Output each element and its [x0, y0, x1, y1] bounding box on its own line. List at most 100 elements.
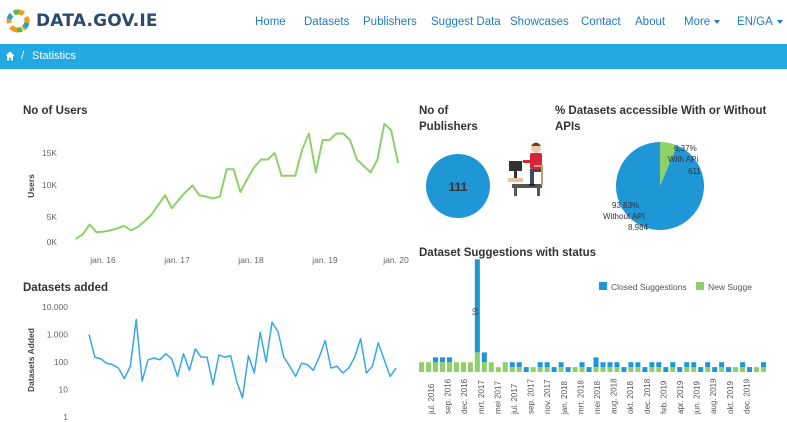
users-data-point [280, 174, 283, 177]
nav-home[interactable]: Home [255, 16, 286, 28]
users-x-tick-label: jan. 19 [311, 255, 338, 265]
datasets-added-y-tick-label: 1.000 [47, 330, 69, 340]
legend-swatch-closed [599, 282, 607, 290]
suggestions-bar-closed [684, 362, 690, 368]
suggestions-bar-new [607, 367, 613, 372]
users-data-point [164, 194, 166, 197]
users-data-point [116, 227, 118, 230]
users-data-point [356, 158, 358, 161]
suggestions-bar-annotation: 19 [470, 308, 479, 316]
suggestions-bar-closed [670, 362, 676, 368]
nav-more-dropdown[interactable]: More [684, 16, 721, 28]
suggestions-bar-closed [698, 367, 704, 372]
datasets-added-y-tick-label: 10.000 [42, 302, 68, 312]
site-name: DATA.GOV.IE [36, 11, 158, 31]
suggestions-x-tick-label: mrt. 2017 [477, 380, 486, 414]
breadcrumb-current: Statistics [32, 50, 77, 62]
datasets-added-y-tick-label: 100 [54, 357, 68, 367]
datasets-added-y-tick-label: 10 [59, 385, 69, 395]
nav-showcases[interactable]: Showcases [510, 16, 569, 28]
suggestions-bar-closed [432, 357, 438, 363]
users-data-point [177, 199, 180, 201]
apis-title-line2: APIs [555, 121, 581, 133]
suggestions-bar-new [460, 362, 466, 372]
suggestions-bar-new [635, 367, 641, 372]
suggestions-bar-closed [719, 362, 725, 368]
suggestions-panel-title: Dataset Suggestions with status [419, 247, 597, 259]
users-data-point [75, 238, 77, 240]
users-data-point [191, 184, 194, 187]
site-logo[interactable]: DATA.GOV.IE [6, 9, 158, 33]
publishers-kpi: 111 [426, 154, 490, 218]
suggestions-bar-closed [586, 367, 592, 372]
users-data-point [335, 132, 338, 135]
users-y-tick-label: 15K [42, 148, 57, 158]
users-data-point [205, 195, 207, 198]
publishers-title-line2: Publishers [419, 121, 478, 133]
suggestions-bar-new [628, 367, 634, 372]
person-at-desk-illustration [508, 142, 543, 196]
suggestions-bar-new [733, 367, 739, 372]
users-data-point [314, 171, 317, 174]
users-data-point [184, 191, 187, 193]
suggestions-bar-new [502, 362, 508, 372]
users-data-point [171, 207, 173, 210]
users-y-tick-label: 5K [47, 212, 58, 222]
users-series-line [75, 122, 399, 240]
suggestions-bar-new [495, 367, 501, 372]
nav-suggest-data[interactable]: Suggest Data [431, 16, 501, 28]
apis-title-line1: % Datasets accessible With or Without [555, 105, 767, 117]
publishers-panel-title: No of Publishers [419, 103, 478, 135]
users-data-point [349, 139, 351, 141]
suggestions-bar-new [544, 367, 550, 372]
users-data-point [239, 191, 242, 193]
language-switch-dropdown[interactable]: EN/GA [737, 16, 783, 28]
users-data-point [82, 233, 84, 236]
suggestions-bar-closed [474, 259, 480, 353]
suggestions-x-tick-label: sep. 2016 [444, 378, 453, 414]
suggestions-bar-closed [621, 367, 627, 372]
publishers-kpi-value: 111 [449, 180, 468, 194]
suggestions-bar-closed [551, 367, 557, 372]
users-data-point [287, 174, 290, 177]
suggestions-x-tick-label: mei 2018 [593, 381, 602, 414]
pie-slice [660, 142, 678, 186]
users-y-tick-label: 0K [47, 237, 58, 247]
suggestions-bar-new [705, 367, 711, 372]
users-data-point [321, 139, 324, 141]
users-x-tick-label: jan. 16 [89, 255, 116, 265]
users-data-point [253, 166, 255, 169]
suggestions-bar-closed [726, 367, 732, 372]
suggestions-bar-new [537, 367, 543, 372]
users-data-point [95, 231, 98, 234]
datasets-added-y-tick-label: 1 [63, 412, 68, 422]
suggestions-bar-new [649, 367, 655, 372]
suggestions-bar-new [509, 367, 515, 372]
suggestions-x-tick-label: aug. 2018 [610, 378, 619, 414]
suggestions-x-tick-label: jan. 2018 [560, 381, 569, 415]
users-data-point [273, 152, 276, 154]
users-data-point [390, 129, 392, 132]
pie-without-api-name: Without API [603, 212, 645, 221]
suggestions-x-tick-label: dec. 2019 [742, 378, 751, 414]
users-y-tick-label: 10K [42, 180, 57, 190]
suggestions-bar-new [579, 367, 585, 372]
suggestions-bar-closed [642, 367, 648, 372]
suggestions-bar-new [530, 367, 536, 372]
nav-publishers[interactable]: Publishers [363, 16, 417, 28]
suggestions-bar-closed [446, 357, 452, 363]
nav-datasets[interactable]: Datasets [304, 16, 350, 28]
users-data-point [198, 194, 201, 197]
suggestions-x-tick-label: jul. 2016 [427, 383, 436, 415]
suggestions-bar-closed [712, 367, 718, 372]
users-data-point [88, 223, 91, 226]
suggestions-x-tick-label: jun. 2019 [693, 381, 702, 415]
suggestions-bar-new [670, 367, 676, 372]
users-data-point [143, 220, 146, 223]
users-data-point [232, 168, 235, 171]
home-icon[interactable] [5, 51, 15, 61]
nav-contact[interactable]: Contact [581, 16, 621, 28]
suggestions-bar-closed [761, 362, 767, 368]
suggestions-bar-closed [614, 362, 620, 368]
nav-about[interactable]: About [635, 16, 666, 28]
